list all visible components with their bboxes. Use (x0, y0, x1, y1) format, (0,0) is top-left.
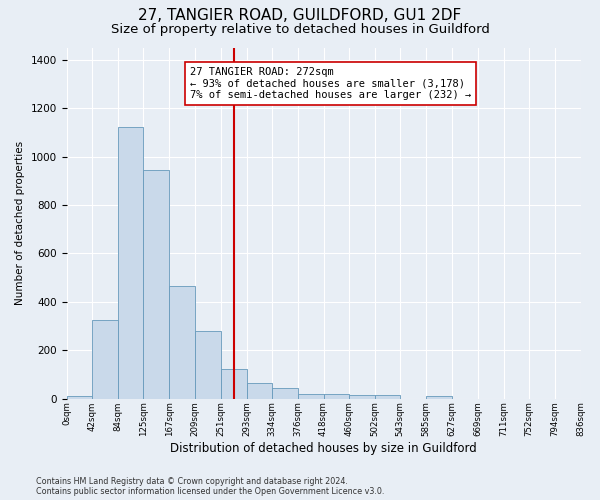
Text: 27, TANGIER ROAD, GUILDFORD, GU1 2DF: 27, TANGIER ROAD, GUILDFORD, GU1 2DF (139, 8, 461, 22)
Bar (272, 388, 298, 399)
Text: Contains HM Land Registry data © Crown copyright and database right 2024.
Contai: Contains HM Land Registry data © Crown c… (36, 476, 385, 496)
Bar (298, 394, 323, 399)
Text: 27 TANGIER ROAD: 272sqm
← 93% of detached houses are smaller (3,178)
7% of semi-: 27 TANGIER ROAD: 272sqm ← 93% of detache… (190, 67, 471, 100)
Bar (67, 396, 92, 399)
Bar (375, 395, 400, 399)
Bar (195, 331, 221, 399)
Bar (169, 286, 195, 399)
Bar (323, 394, 349, 399)
Bar (92, 320, 118, 399)
Bar (349, 395, 375, 399)
Bar (118, 128, 143, 399)
Bar (247, 383, 272, 399)
Text: Size of property relative to detached houses in Guildford: Size of property relative to detached ho… (110, 22, 490, 36)
X-axis label: Distribution of detached houses by size in Guildford: Distribution of detached houses by size … (170, 442, 477, 455)
Bar (143, 170, 169, 399)
Bar (426, 396, 452, 399)
Bar (221, 368, 247, 399)
Y-axis label: Number of detached properties: Number of detached properties (15, 141, 25, 305)
